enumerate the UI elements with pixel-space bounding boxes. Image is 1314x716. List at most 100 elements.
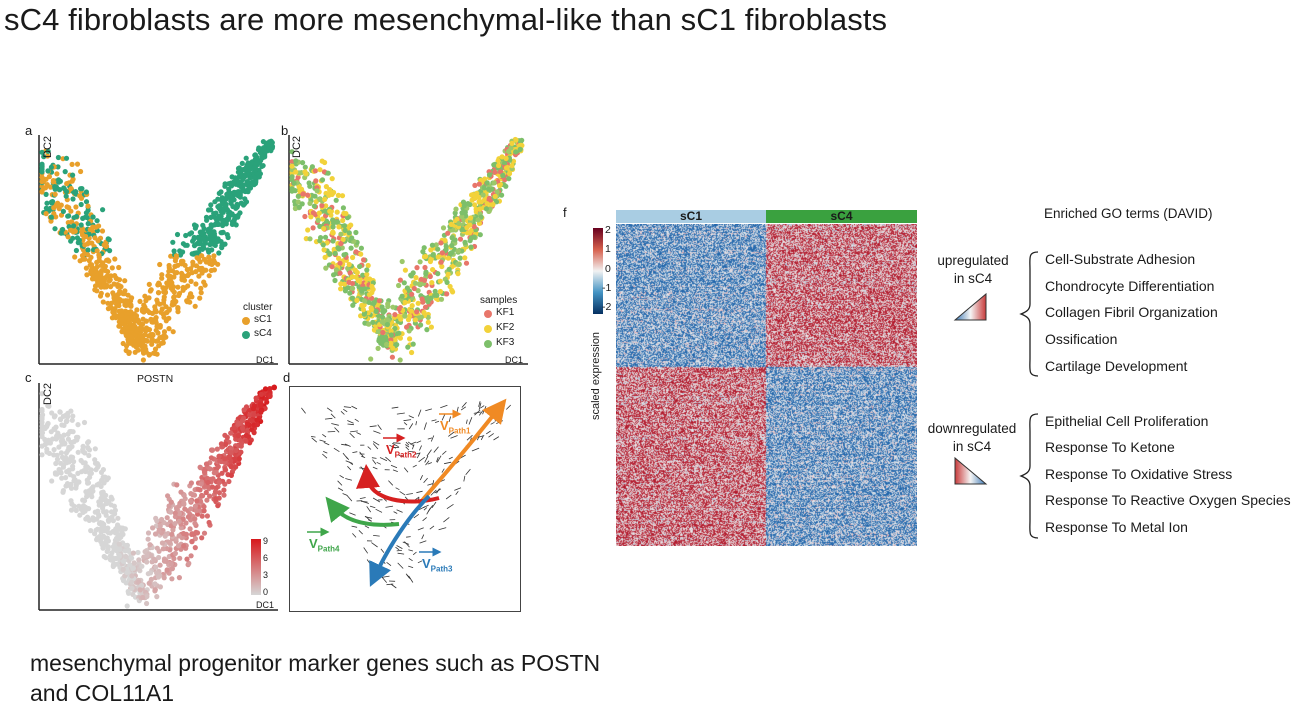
path2-v: V — [386, 442, 395, 457]
cell-point — [129, 325, 135, 331]
cell-point — [48, 164, 54, 170]
cell-point — [192, 303, 198, 309]
cell-point — [95, 508, 101, 514]
cell-point — [52, 186, 58, 192]
cell-point — [499, 192, 505, 198]
cell-point — [78, 168, 84, 175]
cell-point — [129, 555, 135, 561]
cell-point — [199, 513, 205, 519]
cell-point — [214, 217, 220, 223]
cell-point — [476, 194, 482, 200]
cell-point — [89, 240, 95, 246]
legend-label: sC4 — [254, 328, 272, 339]
cell-point — [267, 393, 273, 399]
cell-point — [177, 252, 184, 258]
cell-point — [463, 260, 470, 266]
cell-point — [73, 507, 79, 514]
velocity-arrow — [441, 413, 446, 421]
cell-point — [411, 285, 417, 292]
cell-point — [323, 203, 329, 209]
cell-point — [211, 229, 217, 235]
cell-point — [204, 513, 210, 519]
cell-point — [39, 443, 45, 449]
velocity-arrow — [366, 506, 372, 513]
cell-point — [210, 236, 217, 242]
cell-point — [346, 279, 352, 285]
cell-point — [417, 259, 423, 265]
cell-point — [303, 236, 309, 242]
cell-point — [342, 227, 348, 233]
cell-point — [145, 326, 151, 333]
cell-point — [62, 169, 68, 175]
cell-point — [86, 452, 92, 459]
cell-point — [198, 285, 204, 291]
cell-point — [440, 225, 447, 231]
cell-point — [336, 255, 342, 261]
cell-point — [252, 152, 258, 158]
cell-point — [68, 238, 74, 244]
velocity-arrow — [371, 457, 377, 459]
cell-point — [140, 357, 146, 363]
up-triangle-icon — [953, 292, 987, 321]
velocity-arrow — [404, 541, 410, 548]
cell-point — [153, 523, 159, 529]
velocity-arrow — [423, 477, 428, 483]
cell-point — [322, 196, 328, 202]
cell-point — [494, 189, 500, 195]
cell-point — [85, 221, 91, 227]
cell-point — [495, 158, 501, 164]
velocity-arrow — [408, 557, 413, 562]
cell-point — [327, 208, 333, 214]
go-term-down: Response To Reactive Oxygen Species — [1045, 492, 1291, 508]
cell-point — [213, 210, 219, 216]
cell-point — [112, 543, 118, 549]
cell-point — [407, 313, 413, 319]
heatmap-colorbar — [593, 228, 603, 314]
cell-point — [176, 575, 182, 581]
velocity-arrow — [390, 583, 397, 589]
velocity-arrow — [396, 509, 403, 513]
cell-point — [337, 260, 343, 266]
cell-point — [187, 231, 193, 237]
cell-point — [384, 321, 390, 328]
cell-point — [111, 310, 117, 316]
path4-sub: Path4 — [317, 544, 340, 554]
cell-point — [208, 202, 214, 208]
heatmap-col-sc1-label: sC1 — [679, 209, 702, 223]
velocity-arrow — [423, 507, 428, 511]
velocity-arrow — [331, 423, 339, 426]
cell-point — [78, 222, 84, 228]
velocity-arrow — [364, 525, 370, 529]
cell-point — [67, 472, 73, 478]
legend-swatch — [484, 310, 492, 318]
cell-point — [69, 161, 75, 167]
cell-point — [409, 303, 415, 309]
cell-point — [51, 205, 57, 211]
cell-point — [172, 550, 178, 556]
cell-point — [468, 235, 474, 241]
cell-point — [188, 480, 194, 486]
cell-point — [310, 225, 316, 231]
cell-point — [68, 481, 74, 487]
cell-point — [88, 269, 94, 275]
colorbar-tick: 9 — [263, 536, 269, 546]
cell-point — [396, 330, 402, 336]
cell-point — [98, 483, 104, 489]
cell-point — [237, 210, 243, 216]
cell-point — [83, 504, 89, 510]
cell-point — [39, 408, 45, 414]
cell-point — [46, 174, 52, 180]
cell-point — [146, 295, 152, 301]
velocity-arrow — [426, 449, 432, 457]
cell-point — [176, 292, 182, 299]
cell-point — [235, 433, 241, 439]
cell-point — [203, 267, 209, 273]
cell-point — [202, 282, 208, 288]
cell-point — [317, 238, 323, 244]
cell-point — [166, 262, 172, 269]
cell-point — [140, 594, 146, 601]
up-label-line2: in sC4 — [953, 271, 993, 286]
cell-point — [330, 230, 336, 236]
cell-point — [142, 549, 148, 555]
cell-point — [398, 316, 404, 322]
